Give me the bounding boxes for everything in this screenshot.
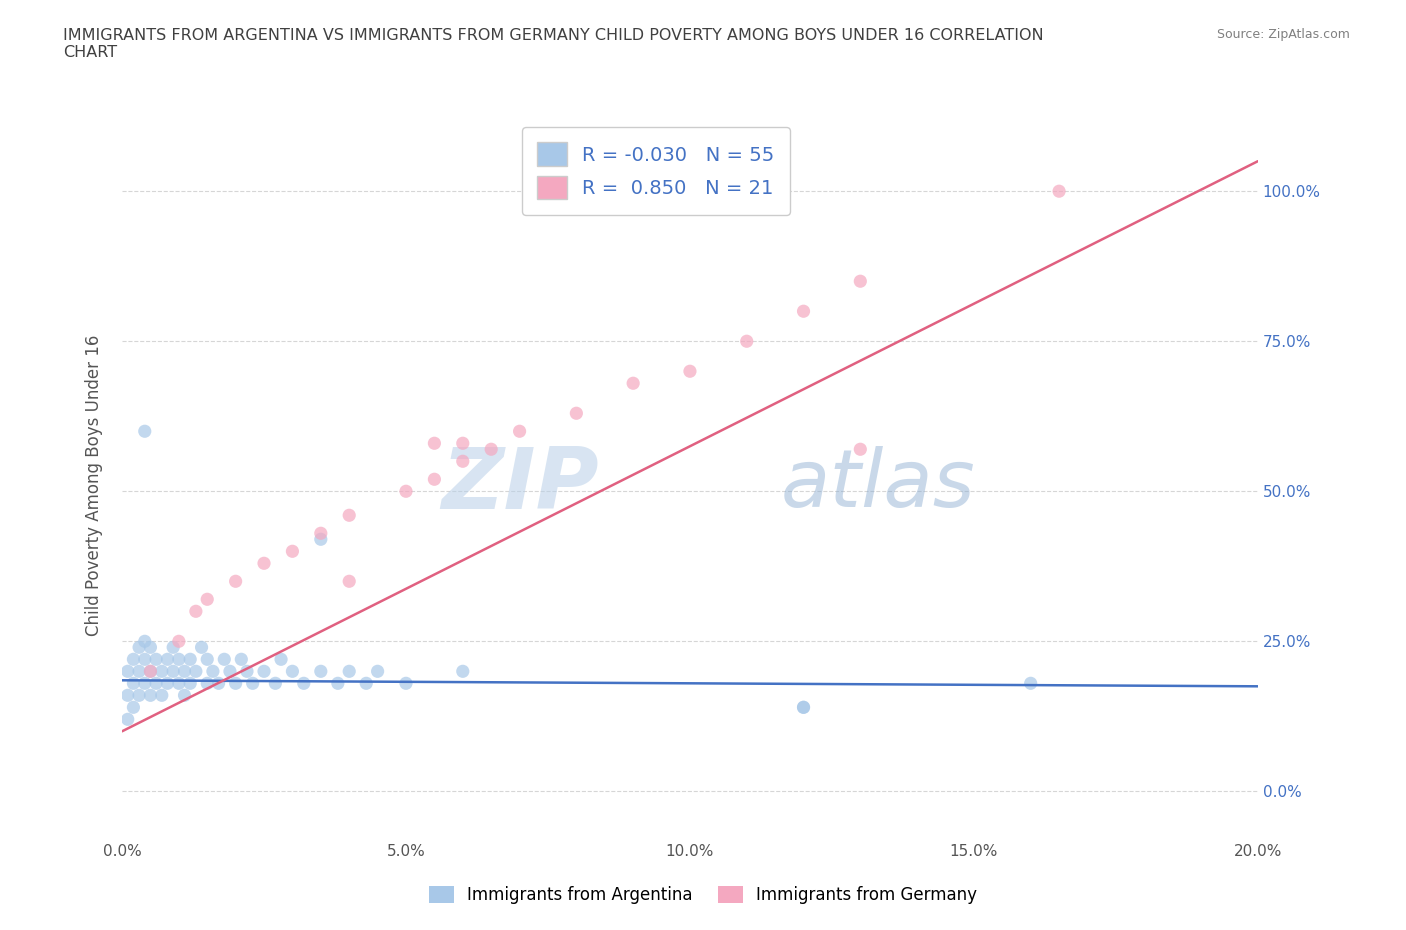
Point <box>134 652 156 667</box>
Legend: Immigrants from Argentina, Immigrants from Germany: Immigrants from Argentina, Immigrants fr… <box>420 878 986 912</box>
Text: Source: ZipAtlas.com: Source: ZipAtlas.com <box>1216 28 1350 41</box>
Point <box>139 688 162 703</box>
Point <box>849 273 872 288</box>
Point <box>162 640 184 655</box>
Point <box>117 664 139 679</box>
Point <box>354 676 377 691</box>
Point <box>156 652 179 667</box>
Point <box>509 424 531 439</box>
Y-axis label: Child Poverty Among Boys Under 16: Child Poverty Among Boys Under 16 <box>86 335 103 636</box>
Point <box>128 664 150 679</box>
Point <box>190 640 212 655</box>
Text: ZIP: ZIP <box>441 444 599 526</box>
Point <box>173 688 195 703</box>
Point <box>337 574 360 589</box>
Point <box>207 676 229 691</box>
Point <box>395 676 418 691</box>
Point <box>195 676 218 691</box>
Point <box>423 472 446 486</box>
Point <box>167 676 190 691</box>
Point <box>145 676 167 691</box>
Point <box>173 664 195 679</box>
Point <box>117 688 139 703</box>
Point <box>565 405 588 420</box>
Point <box>792 700 814 715</box>
Point <box>309 525 332 540</box>
Point <box>139 664 162 679</box>
Point <box>292 676 315 691</box>
Point <box>1047 184 1070 199</box>
Point <box>122 676 145 691</box>
Point <box>122 700 145 715</box>
Point <box>134 424 156 439</box>
Point <box>139 640 162 655</box>
Point <box>225 676 247 691</box>
Point <box>621 376 644 391</box>
Point <box>195 591 218 606</box>
Point <box>184 604 207 618</box>
Point <box>195 652 218 667</box>
Point <box>253 556 276 571</box>
Point <box>309 532 332 547</box>
Point <box>117 711 139 726</box>
Point <box>219 664 242 679</box>
Point <box>145 652 167 667</box>
Point <box>242 676 264 691</box>
Point <box>451 454 474 469</box>
Point <box>1019 676 1042 691</box>
Point <box>122 652 145 667</box>
Point <box>395 484 418 498</box>
Point <box>367 664 389 679</box>
Point <box>134 676 156 691</box>
Point <box>179 652 201 667</box>
Point <box>167 634 190 649</box>
Point <box>150 664 173 679</box>
Point <box>281 664 304 679</box>
Point <box>236 664 259 679</box>
Point <box>451 664 474 679</box>
Point <box>309 664 332 679</box>
Legend: R = -0.030   N = 55, R =  0.850   N = 21: R = -0.030 N = 55, R = 0.850 N = 21 <box>522 126 790 215</box>
Point <box>679 364 702 379</box>
Point <box>128 688 150 703</box>
Text: atlas: atlas <box>780 446 976 525</box>
Point <box>214 652 236 667</box>
Point <box>451 436 474 451</box>
Point <box>179 676 201 691</box>
Point <box>337 664 360 679</box>
Point <box>150 688 173 703</box>
Point <box>156 676 179 691</box>
Text: IMMIGRANTS FROM ARGENTINA VS IMMIGRANTS FROM GERMANY CHILD POVERTY AMONG BOYS UN: IMMIGRANTS FROM ARGENTINA VS IMMIGRANTS … <box>63 28 1043 60</box>
Point <box>270 652 292 667</box>
Point <box>134 634 156 649</box>
Point <box>792 700 814 715</box>
Point <box>225 574 247 589</box>
Point <box>326 676 349 691</box>
Point <box>337 508 360 523</box>
Point <box>792 304 814 319</box>
Point <box>264 676 287 691</box>
Point <box>167 652 190 667</box>
Point <box>735 334 758 349</box>
Point <box>253 664 276 679</box>
Point <box>423 436 446 451</box>
Point <box>128 640 150 655</box>
Point <box>849 442 872 457</box>
Point <box>231 652 253 667</box>
Point <box>162 664 184 679</box>
Point <box>201 664 224 679</box>
Point <box>184 664 207 679</box>
Point <box>479 442 502 457</box>
Point <box>139 664 162 679</box>
Point <box>281 544 304 559</box>
